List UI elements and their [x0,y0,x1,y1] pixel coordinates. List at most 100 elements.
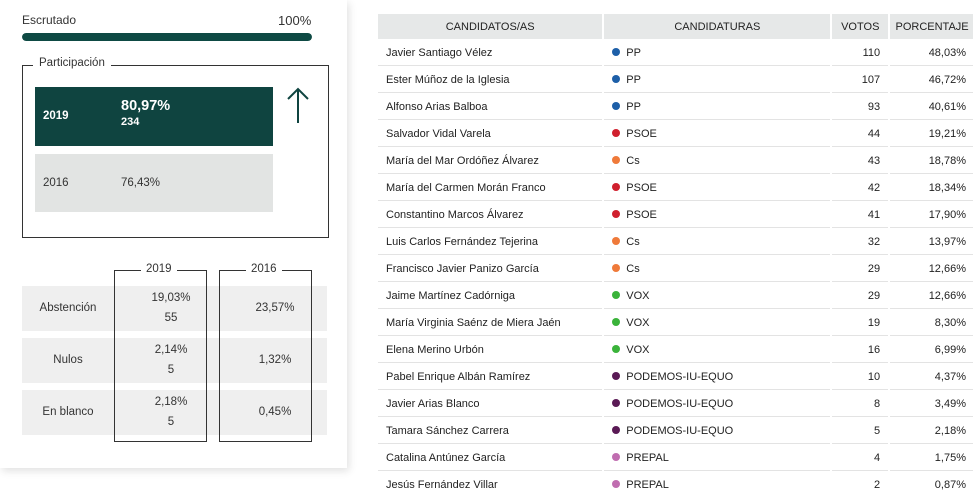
candidates-results-table: CANDIDATOS/AS CANDIDATURAS VOTOS PORCENT… [376,12,973,495]
table-row: Luis Carlos Fernández Tejerina Cs 32 13,97% [378,230,973,255]
party-name: PP [626,47,641,59]
stats-pct-2019: 2,18% [154,396,188,408]
header-percentage: PORCENTAJE [890,14,973,39]
party-cell: PSOE [604,122,831,147]
candidate-name: Javier Santiago Vélez [378,41,603,66]
candidates-results-table-wrapper: CANDIDATOS/AS CANDIDATURAS VOTOS PORCENT… [376,12,973,495]
table-row: María del Carmen Morán Franco PSOE 42 18,34… [378,176,973,201]
participation-previous-year: 2016 [43,177,69,189]
party-name: PREPAL [626,452,669,464]
percentage-cell: 48,03% [890,41,973,66]
party-cell: VOX [604,284,831,309]
party-color-dot-icon [612,264,621,273]
participation-previous-bar: 2016 76,43% [35,154,273,212]
party-name: PSOE [626,128,657,140]
participation-current-pct: 80,97% [121,98,171,114]
party-cell: Cs [604,230,831,255]
party-color-dot-icon [612,345,621,354]
table-body: Javier Santiago Vélez PP 110 48,03% Ester Mú… [378,41,973,495]
escrutado-label: Escrutado [22,13,77,27]
candidate-name: Jaime Martínez Cadórniga [378,284,603,309]
party-name: PODEMOS-IU-EQUO [626,398,734,410]
participation-current-bar: 2019 80,97% 234 [35,87,273,146]
percentage-cell: 19,21% [890,122,973,147]
percentage-cell: 46,72% [890,68,973,93]
party-color-dot-icon [612,48,621,57]
votes-cell: 8 [832,392,889,417]
stats-pct-2016: 23,57% [255,302,295,314]
stats-label: Nulos [53,354,83,366]
party-cell: VOX [604,311,831,336]
escrutado-value: 100% [278,13,312,28]
table-row: Catalina Antúnez García PREPAL 4 1,75% [378,446,973,471]
votes-cell: 16 [832,338,889,363]
candidate-name: Salvador Vidal Varela [378,122,603,147]
percentage-cell: 2,18% [890,419,973,444]
party-name: Cs [626,236,640,248]
party-name: VOX [626,344,650,356]
party-name: PP [626,101,641,113]
candidate-name: Elena Merino Urbón [378,338,603,363]
table-row: Elena Merino Urbón VOX 16 6,99% [378,338,973,363]
candidate-name: Jesús Fernández Villar [378,473,603,495]
stats-row-blank: En blanco 2,18% 5 0,45% [22,390,327,435]
party-cell: PP [604,68,831,93]
party-cell: PP [604,41,831,66]
stats-label: Abstención [39,302,97,314]
table-row: Javier Santiago Vélez PP 110 48,03% [378,41,973,66]
party-cell: Cs [604,257,831,282]
party-color-dot-icon [612,210,621,219]
party-color-dot-icon [612,237,621,246]
candidate-name: María Virginia Saénz de Miera Jaén [378,311,603,336]
party-name: Cs [626,155,640,167]
votes-cell: 110 [832,41,889,66]
table-row: Javier Arias Blanco PODEMOS-IU-EQUO 8 3,49% [378,392,973,417]
table-row: Jaime Martínez Cadórniga VOX 29 12,66% [378,284,973,309]
percentage-cell: 12,66% [890,257,973,282]
party-name: PODEMOS-IU-EQUO [626,371,734,383]
results-summary-card: Escrutado 100% Participación 2019 80,97%… [0,0,347,468]
party-color-dot-icon [612,129,621,138]
party-color-dot-icon [612,318,621,327]
party-color-dot-icon [612,372,621,381]
party-name: PSOE [626,182,657,194]
votes-cell: 44 [832,122,889,147]
table-row: Francisco Javier Panizo García Cs 29 12,66% [378,257,973,282]
table-row: Alfonso Arias Balboa PP 93 40,61% [378,95,973,120]
table-row: Jesús Fernández Villar PREPAL 2 0,87% [378,473,973,495]
party-cell: PODEMOS-IU-EQUO [604,419,831,444]
votes-cell: 5 [832,419,889,444]
percentage-cell: 8,30% [890,311,973,336]
percentage-cell: 3,49% [890,392,973,417]
votes-cell: 29 [832,284,889,309]
stats-pct-2019: 2,14% [154,344,188,356]
percentage-cell: 18,34% [890,176,973,201]
participation-current-count: 234 [121,116,140,128]
party-name: Cs [626,263,640,275]
votes-cell: 107 [832,68,889,93]
stats-label: En blanco [42,406,94,418]
table-row: Ester Múñoz de la Iglesia PP 107 46,72% [378,68,973,93]
candidate-name: María del Carmen Morán Franco [378,176,603,201]
table-row: Pabel Enrique Albán Ramírez PODEMOS-IU-EQ… [378,365,973,390]
percentage-cell: 4,37% [890,365,973,390]
stats-row-nulos: Nulos 2,14% 5 1,32% [22,338,327,383]
escrutado-progress-bar [22,33,312,41]
candidate-name: María del Mar Ordóñez Álvarez [378,149,603,174]
votes-cell: 43 [832,149,889,174]
party-color-dot-icon [612,426,621,435]
party-cell: PP [604,95,831,120]
party-color-dot-icon [612,480,621,489]
candidate-name: Luis Carlos Fernández Tejerina [378,230,603,255]
votes-cell: 2 [832,473,889,495]
table-row: Constantino Marcos Álvarez PSOE 41 17,90% [378,203,973,228]
table-row: María del Mar Ordóñez Álvarez Cs 43 18,78% [378,149,973,174]
header-parties: CANDIDATURAS [604,14,831,39]
table-header-row: CANDIDATOS/AS CANDIDATURAS VOTOS PORCENT… [378,14,973,39]
table-row: Salvador Vidal Varela PSOE 44 19,21% [378,122,973,147]
votes-cell: 4 [832,446,889,471]
stats-count-2019: 5 [167,364,175,376]
party-color-dot-icon [612,399,621,408]
stats-column-2016-header: 2016 [246,263,282,275]
candidate-name: Javier Arias Blanco [378,392,603,417]
